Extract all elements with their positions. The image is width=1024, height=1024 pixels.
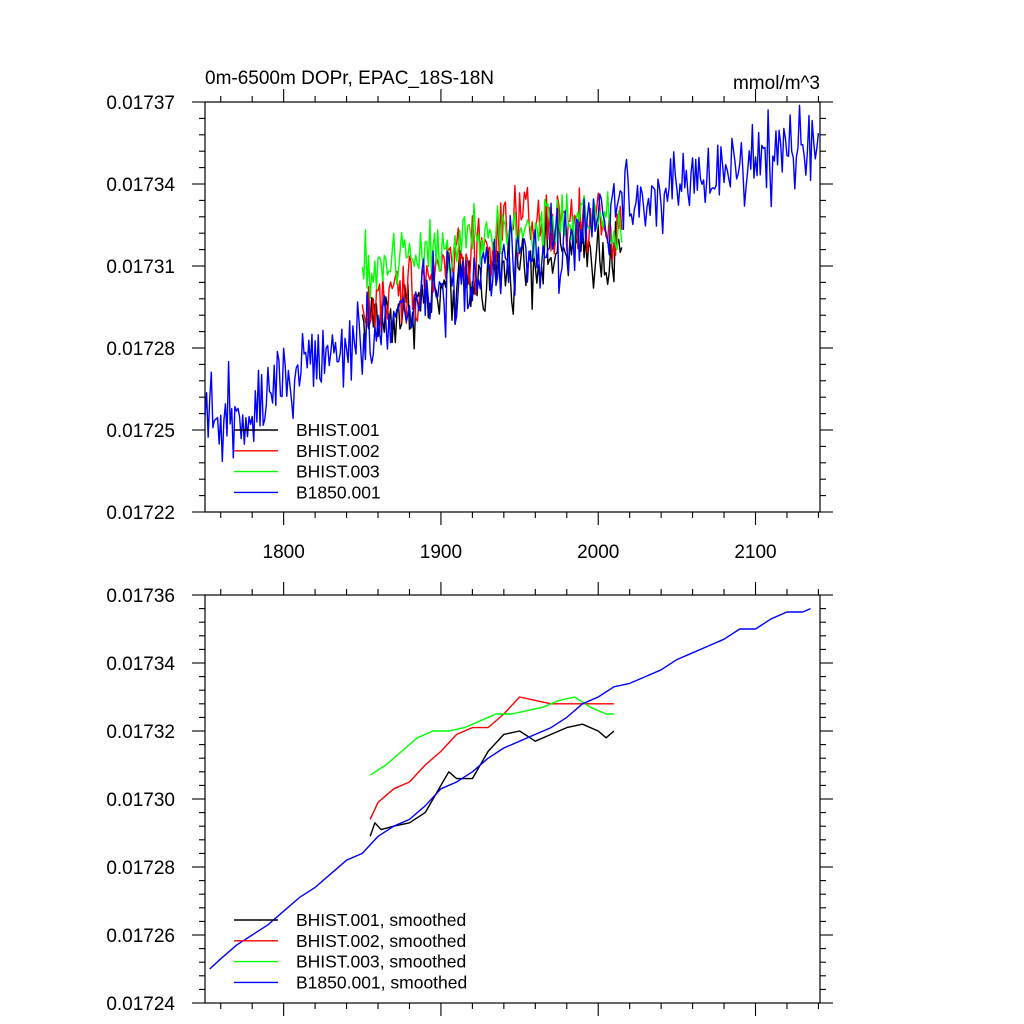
x-tick-label: 1800: [263, 542, 305, 563]
units-label: mmol/m^3: [733, 73, 820, 94]
series-line-bhist-002-smoothed: [369, 696, 614, 820]
y-tick-label: 0.01728: [106, 858, 175, 879]
legend-label: BHIST.001, smoothed: [296, 910, 466, 930]
y-tick-label: 0.01725: [106, 421, 175, 442]
y-tick-label: 0.01730: [106, 790, 175, 811]
y-tick-label: 0.01731: [106, 257, 175, 278]
y-tick-label: 0.01722: [106, 503, 175, 524]
x-tick-label: 2000: [577, 542, 619, 563]
bottom-chart-panel: 0.01724 0.01726 0.01728 0.01730 0.01732 0.017…: [106, 582, 833, 1016]
top-chart-panel: 0m-6500m DOPr, EPAC_18S-18N mmol/m^3 180…: [106, 68, 833, 563]
y-tick-label: 0.01728: [106, 339, 175, 360]
series-line-bhist-003-smoothed: [369, 696, 614, 776]
series-line-b1850-001: [205, 104, 820, 463]
y-tick-label: 0.01736: [106, 586, 175, 607]
x-tick-label: 1900: [420, 542, 462, 563]
legend-label: BHIST.002, smoothed: [296, 931, 466, 951]
y-tick-label: 0.01734: [106, 175, 175, 196]
y-tick-label: 0.01734: [106, 654, 175, 675]
legend-label: B1850.001, smoothed: [296, 972, 467, 992]
x-tick-label: 2100: [734, 542, 776, 563]
legend-label: BHIST.001: [296, 420, 380, 440]
y-tick-label: 0.01737: [106, 93, 175, 114]
series-line-bhist-002: [361, 184, 623, 333]
y-tick-label: 0.01732: [106, 722, 175, 743]
y-tick-label: 0.01724: [106, 994, 175, 1015]
series-line-bhist-001-smoothed: [369, 723, 615, 837]
legend-label: BHIST.002: [296, 441, 380, 461]
legend-label: BHIST.003: [296, 462, 380, 482]
chart-title: 0m-6500m DOPr, EPAC_18S-18N: [205, 68, 494, 89]
legend-label: BHIST.003, smoothed: [296, 952, 466, 972]
legend-label: B1850.001: [296, 482, 381, 502]
y-tick-label: 0.01726: [106, 926, 175, 947]
plot-frame: [204, 101, 821, 513]
series-line-b1850-001-smoothed: [209, 607, 811, 970]
series-line-bhist-003: [361, 191, 623, 299]
